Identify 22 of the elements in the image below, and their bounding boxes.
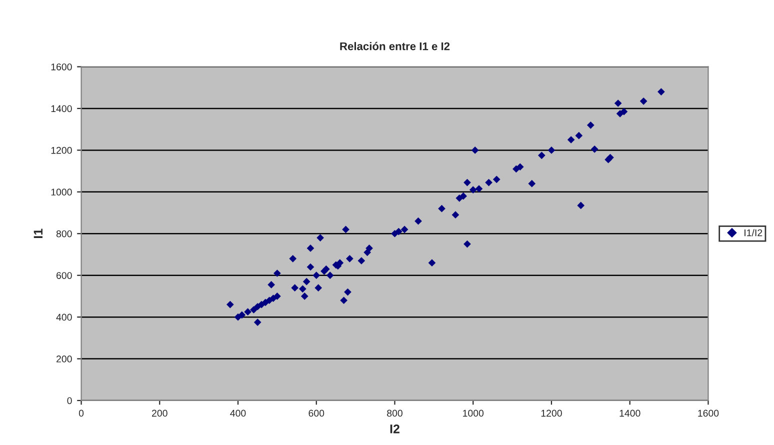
chart-title: Relación entre I1 e I2 <box>340 42 450 50</box>
x-tick-label: 600 <box>308 410 324 417</box>
y-tick-label: 1000 <box>51 188 72 196</box>
y-tick-label: 200 <box>56 356 72 362</box>
x-tick-label: 800 <box>387 410 402 417</box>
x-axis-title: I2 <box>390 424 400 434</box>
x-tick-label: 200 <box>152 410 168 417</box>
y-tick-label: 1600 <box>51 63 72 70</box>
y-tick-label: 1400 <box>51 105 72 112</box>
y-tick-label: 800 <box>56 230 72 238</box>
x-tick-label: 1400 <box>620 410 640 417</box>
x-tick-label: 0 <box>78 410 84 417</box>
x-tick-label: 1600 <box>698 410 719 417</box>
y-tick-label: 400 <box>56 314 72 321</box>
y-axis-title: I1 <box>34 228 42 238</box>
x-tick-label: 400 <box>230 410 246 417</box>
y-tick-label: 600 <box>56 272 72 279</box>
y-tick-label: 0 <box>67 397 72 404</box>
legend-label: I1/I2 <box>744 229 762 236</box>
x-tick-label: 1000 <box>463 410 484 417</box>
x-tick-label: 1200 <box>541 410 562 417</box>
y-tick-label: 1200 <box>51 146 72 154</box>
